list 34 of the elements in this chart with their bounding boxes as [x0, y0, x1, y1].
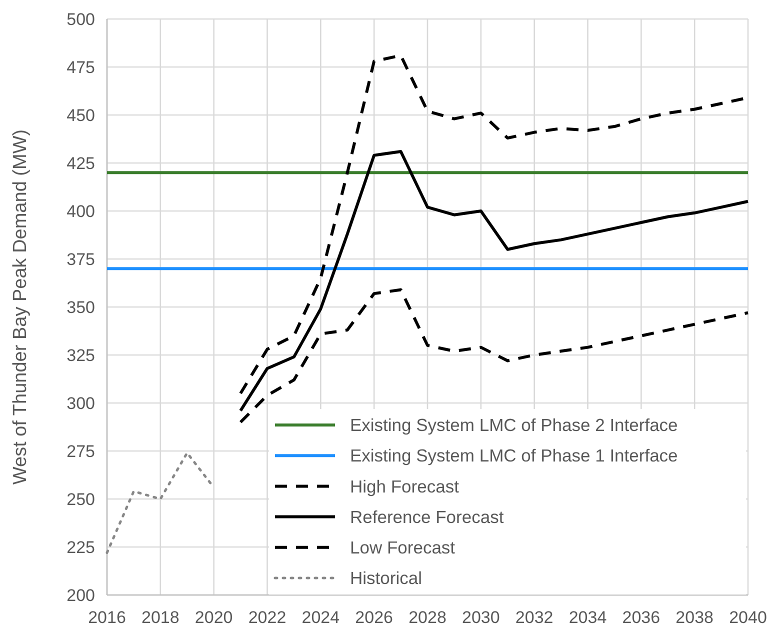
- y-tick-label: 225: [66, 538, 95, 557]
- x-tick-label: 2024: [302, 608, 340, 627]
- legend-label: Existing System LMC of Phase 1 Interface: [350, 446, 678, 466]
- y-tick-label: 325: [66, 346, 95, 365]
- y-tick-label: 375: [66, 250, 95, 269]
- legend-label: Historical: [350, 568, 422, 588]
- y-tick-label: 450: [66, 106, 95, 125]
- y-tick-label: 425: [66, 154, 95, 173]
- legend-label: High Forecast: [350, 476, 460, 496]
- y-tick-label: 275: [66, 442, 95, 461]
- x-tick-label: 2040: [729, 608, 767, 627]
- x-tick-label: 2018: [142, 608, 180, 627]
- y-axis-title: West of Thunder Bay Peak Demand (MW): [10, 129, 31, 485]
- x-tick-label: 2026: [355, 608, 393, 627]
- x-tick-label: 2036: [622, 608, 660, 627]
- x-tick-label: 2022: [248, 608, 286, 627]
- y-tick-label: 400: [66, 202, 95, 221]
- y-tick-label: 350: [66, 298, 95, 317]
- x-tick-label: 2020: [194, 608, 233, 627]
- x-tick-label: 2032: [515, 608, 554, 627]
- x-tick-label: 2028: [408, 608, 446, 627]
- y-tick-label: 200: [66, 586, 95, 605]
- legend-label: Reference Forecast: [350, 506, 504, 527]
- line-series: [239, 150, 750, 412]
- x-tick-label: 2016: [88, 608, 126, 627]
- legend-label: Low Forecast: [350, 538, 456, 558]
- y-tick-label: 300: [66, 394, 95, 413]
- y-tick-label: 500: [66, 10, 95, 29]
- y-tick-label: 250: [66, 490, 95, 509]
- x-tick-label: 2034: [568, 608, 607, 627]
- y-tick-label: 475: [66, 58, 95, 77]
- legend-label: Existing System LMC of Phase 2 Interface: [350, 415, 678, 436]
- x-tick-label: 2038: [676, 608, 714, 627]
- x-tick-label: 2030: [462, 608, 500, 627]
